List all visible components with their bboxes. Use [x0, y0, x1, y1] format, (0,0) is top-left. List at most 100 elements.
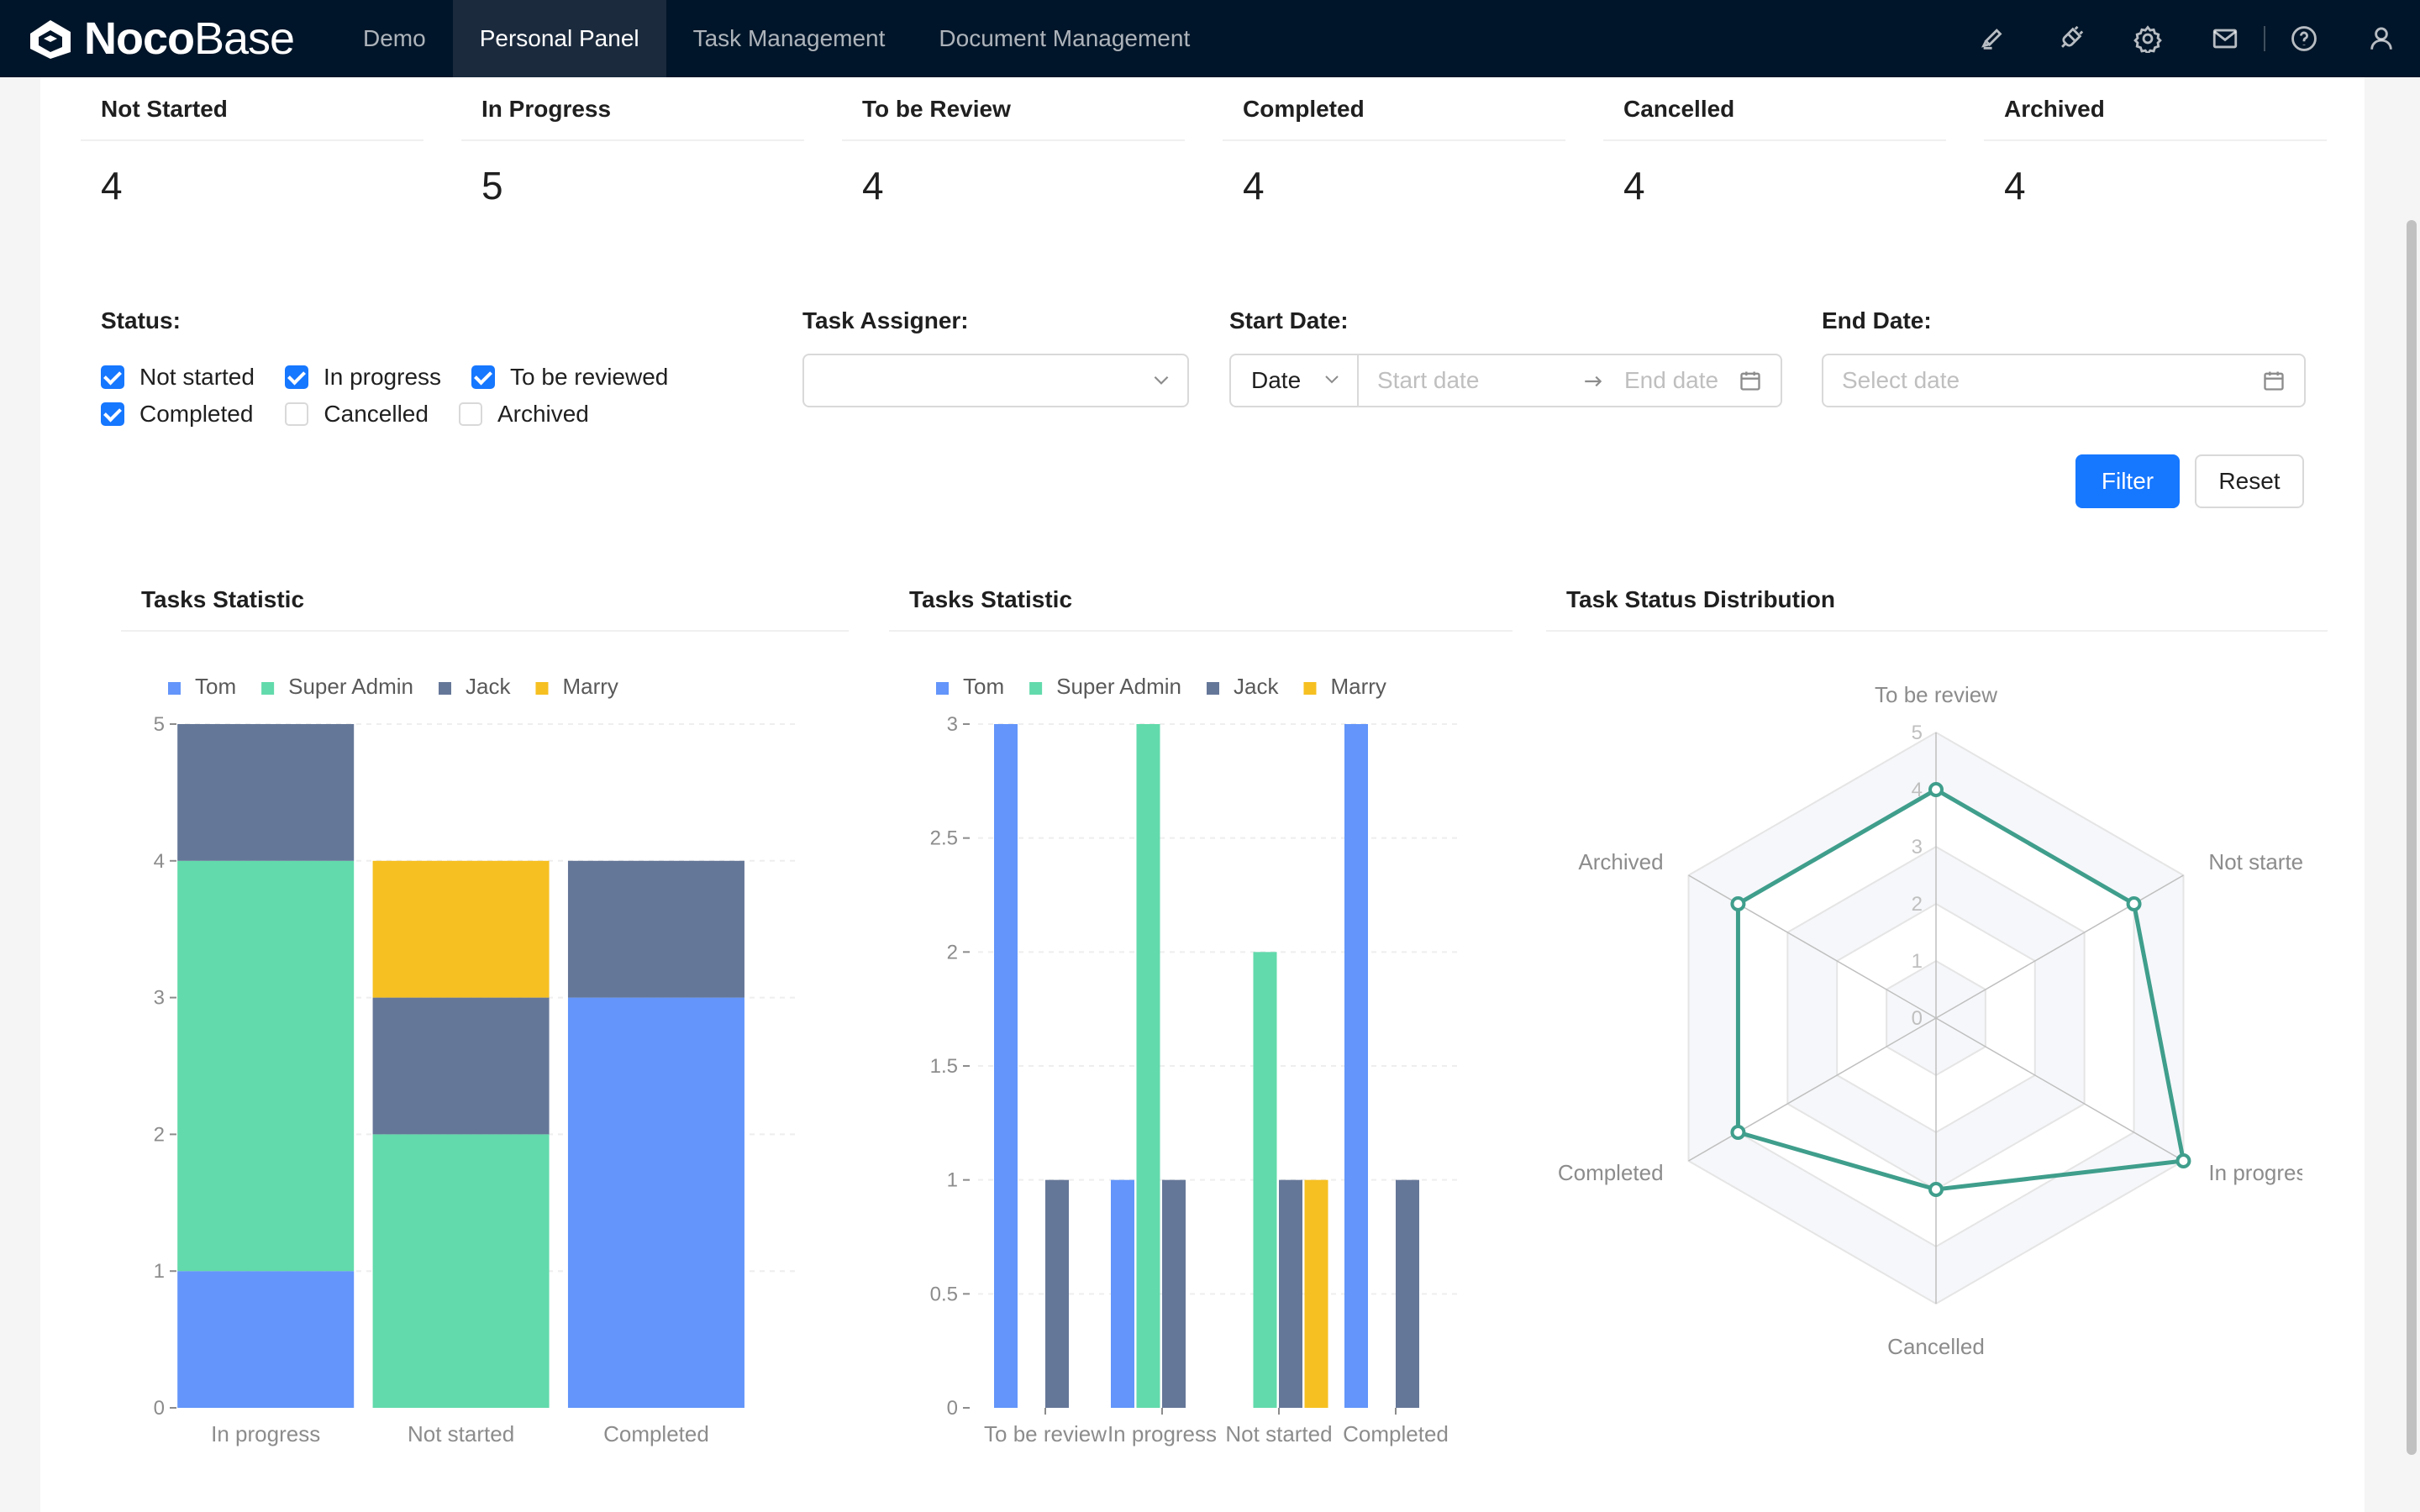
stat-value: 4: [1243, 164, 1265, 207]
stat-title: In Progress: [461, 77, 804, 141]
x-tick-label: In progress: [1107, 1421, 1217, 1446]
radar-tick-label: 0: [1912, 1007, 1923, 1030]
legend-label: Super Admin: [288, 674, 413, 699]
nav-divider: [2264, 26, 2265, 51]
start-date-label: Start Date:: [1229, 307, 1349, 333]
checkbox-label: Cancelled: [324, 401, 429, 427]
checkbox-to-be-reviewed[interactable]: To be reviewed: [471, 364, 668, 391]
bar: [1162, 1179, 1186, 1408]
filter-button[interactable]: Filter: [2075, 454, 2180, 508]
arrow-right-icon: [1585, 375, 1602, 387]
checkbox-box[interactable]: [458, 402, 482, 426]
checkbox-cancelled[interactable]: Cancelled: [285, 401, 429, 428]
date-type-select[interactable]: Date: [1231, 355, 1359, 406]
top-navigation: NocoBase Demo Personal Panel Task Manage…: [0, 0, 2420, 77]
legend-marker: [535, 682, 549, 695]
page-scrollbar[interactable]: [2407, 220, 2417, 1455]
end-date-input[interactable]: End date: [1624, 367, 1719, 393]
legend-marker: [1303, 682, 1317, 695]
legend-marker: [1207, 682, 1219, 695]
radar-tick-label: 2: [1912, 893, 1923, 916]
highlighter-icon[interactable]: [1954, 0, 2032, 77]
radar-axis-label: Archived: [1578, 849, 1663, 874]
stat-cancelled: Cancelled 4: [1603, 77, 1946, 208]
task-assigner-label: Task Assigner:: [802, 307, 969, 333]
bar: [1111, 1179, 1134, 1408]
legend-label: Marry: [562, 674, 618, 699]
menu-item-personal-panel[interactable]: Personal Panel: [452, 0, 666, 77]
user-icon[interactable]: [2343, 0, 2420, 77]
bar-segment: [177, 1271, 355, 1408]
y-tick-label: 4: [154, 850, 165, 873]
radar-point: [1730, 896, 1746, 911]
y-tick-label: 1: [154, 1260, 165, 1283]
stat-value: 4: [101, 164, 123, 207]
checkbox-not-started[interactable]: Not started: [101, 364, 255, 391]
plugin-icon[interactable]: [2032, 0, 2109, 77]
checkbox-box[interactable]: [471, 365, 496, 389]
bar-segment: [372, 1134, 550, 1408]
end-date-picker[interactable]: Select date: [1822, 354, 2306, 407]
legend-marker: [439, 682, 451, 695]
radar-point: [1928, 782, 1944, 797]
end-date-placeholder: Select date: [1842, 367, 1960, 393]
legend-label: Jack: [466, 674, 511, 699]
stat-not-started: Not Started 4: [81, 77, 424, 208]
bar: [994, 724, 1018, 1408]
calendar-icon[interactable]: [1739, 369, 1762, 392]
chart-title-divider: [121, 630, 849, 632]
stat-to-be-review: To be Review 4: [842, 77, 1185, 208]
y-tick-label: 0: [154, 1397, 165, 1420]
checkbox-completed[interactable]: Completed: [101, 401, 253, 428]
radar-axis-label: To be review: [1875, 682, 1997, 707]
stat-title: Archived: [1984, 77, 2327, 141]
menu-item-document-management[interactable]: Document Management: [939, 25, 1191, 51]
app-logo[interactable]: NocoBase: [25, 13, 295, 64]
y-tick-label: 0.5: [930, 1283, 958, 1305]
radar-point: [1928, 1182, 1944, 1197]
menu-item-task-management[interactable]: Task Management: [692, 25, 886, 51]
grouped-bar-chart: Tom Super Admin Jack Marry 0 0.5 1 1.5 2 2.5 3 To b…: [930, 674, 1457, 1446]
settings-icon[interactable]: [2109, 0, 2186, 77]
y-tick-label: 0: [947, 1397, 958, 1420]
y-tick-label: 5: [154, 713, 165, 736]
chart-title-tasks-statistic-grouped: Tasks Statistic: [909, 586, 1073, 612]
radar-axis-label: In progress: [2208, 1160, 2302, 1185]
legend-label: Tom: [195, 674, 236, 699]
checkbox-label: Not started: [139, 364, 255, 390]
main-menu: Demo Personal Panel Task Management Docu…: [336, 0, 1217, 77]
task-assigner-select[interactable]: [802, 354, 1189, 407]
checkbox-box[interactable]: [101, 402, 124, 426]
x-tick-label: Not started: [408, 1421, 514, 1446]
bar-segment: [372, 997, 550, 1135]
y-tick-label: 3: [947, 713, 958, 736]
radar-axis-line: [1688, 1017, 1937, 1162]
stat-title: To be Review: [842, 77, 1185, 141]
stat-value: 5: [481, 164, 503, 207]
bar: [1344, 724, 1368, 1408]
radar-point: [1730, 1125, 1746, 1140]
checkbox-box[interactable]: [285, 402, 309, 426]
radar-point: [2175, 1153, 2191, 1168]
reset-button[interactable]: Reset: [2195, 454, 2304, 508]
legend-label: Super Admin: [1056, 674, 1181, 699]
menu-item-demo[interactable]: Demo: [363, 25, 426, 51]
help-icon[interactable]: [2265, 0, 2343, 77]
checkbox-box[interactable]: [101, 365, 124, 389]
checkbox-in-progress[interactable]: In progress: [284, 364, 441, 391]
status-checkbox-row-1: Not started In progress To be reviewed: [101, 364, 698, 391]
start-date-input[interactable]: Start date: [1377, 367, 1480, 393]
radar-chart: 0 1 2 3 4 5 To be review Not started In progress…: [1558, 682, 2302, 1359]
legend-marker: [1029, 682, 1043, 695]
calendar-icon: [2264, 371, 2284, 391]
chart-title-divider: [889, 630, 1512, 632]
mail-icon[interactable]: [2186, 0, 2264, 77]
chart-title-tasks-statistic-stacked: Tasks Statistic: [141, 586, 305, 612]
bar-segment: [567, 997, 744, 1408]
stacked-bar-chart: Tom Super Admin Jack Marry 0 1 2 3 4 5 In progress…: [154, 674, 798, 1446]
radar-tick-label: 1: [1912, 950, 1923, 973]
legend-label: Tom: [963, 674, 1004, 699]
checkbox-box[interactable]: [284, 365, 308, 389]
y-tick-label: 2: [947, 941, 958, 963]
checkbox-archived[interactable]: Archived: [458, 401, 589, 428]
